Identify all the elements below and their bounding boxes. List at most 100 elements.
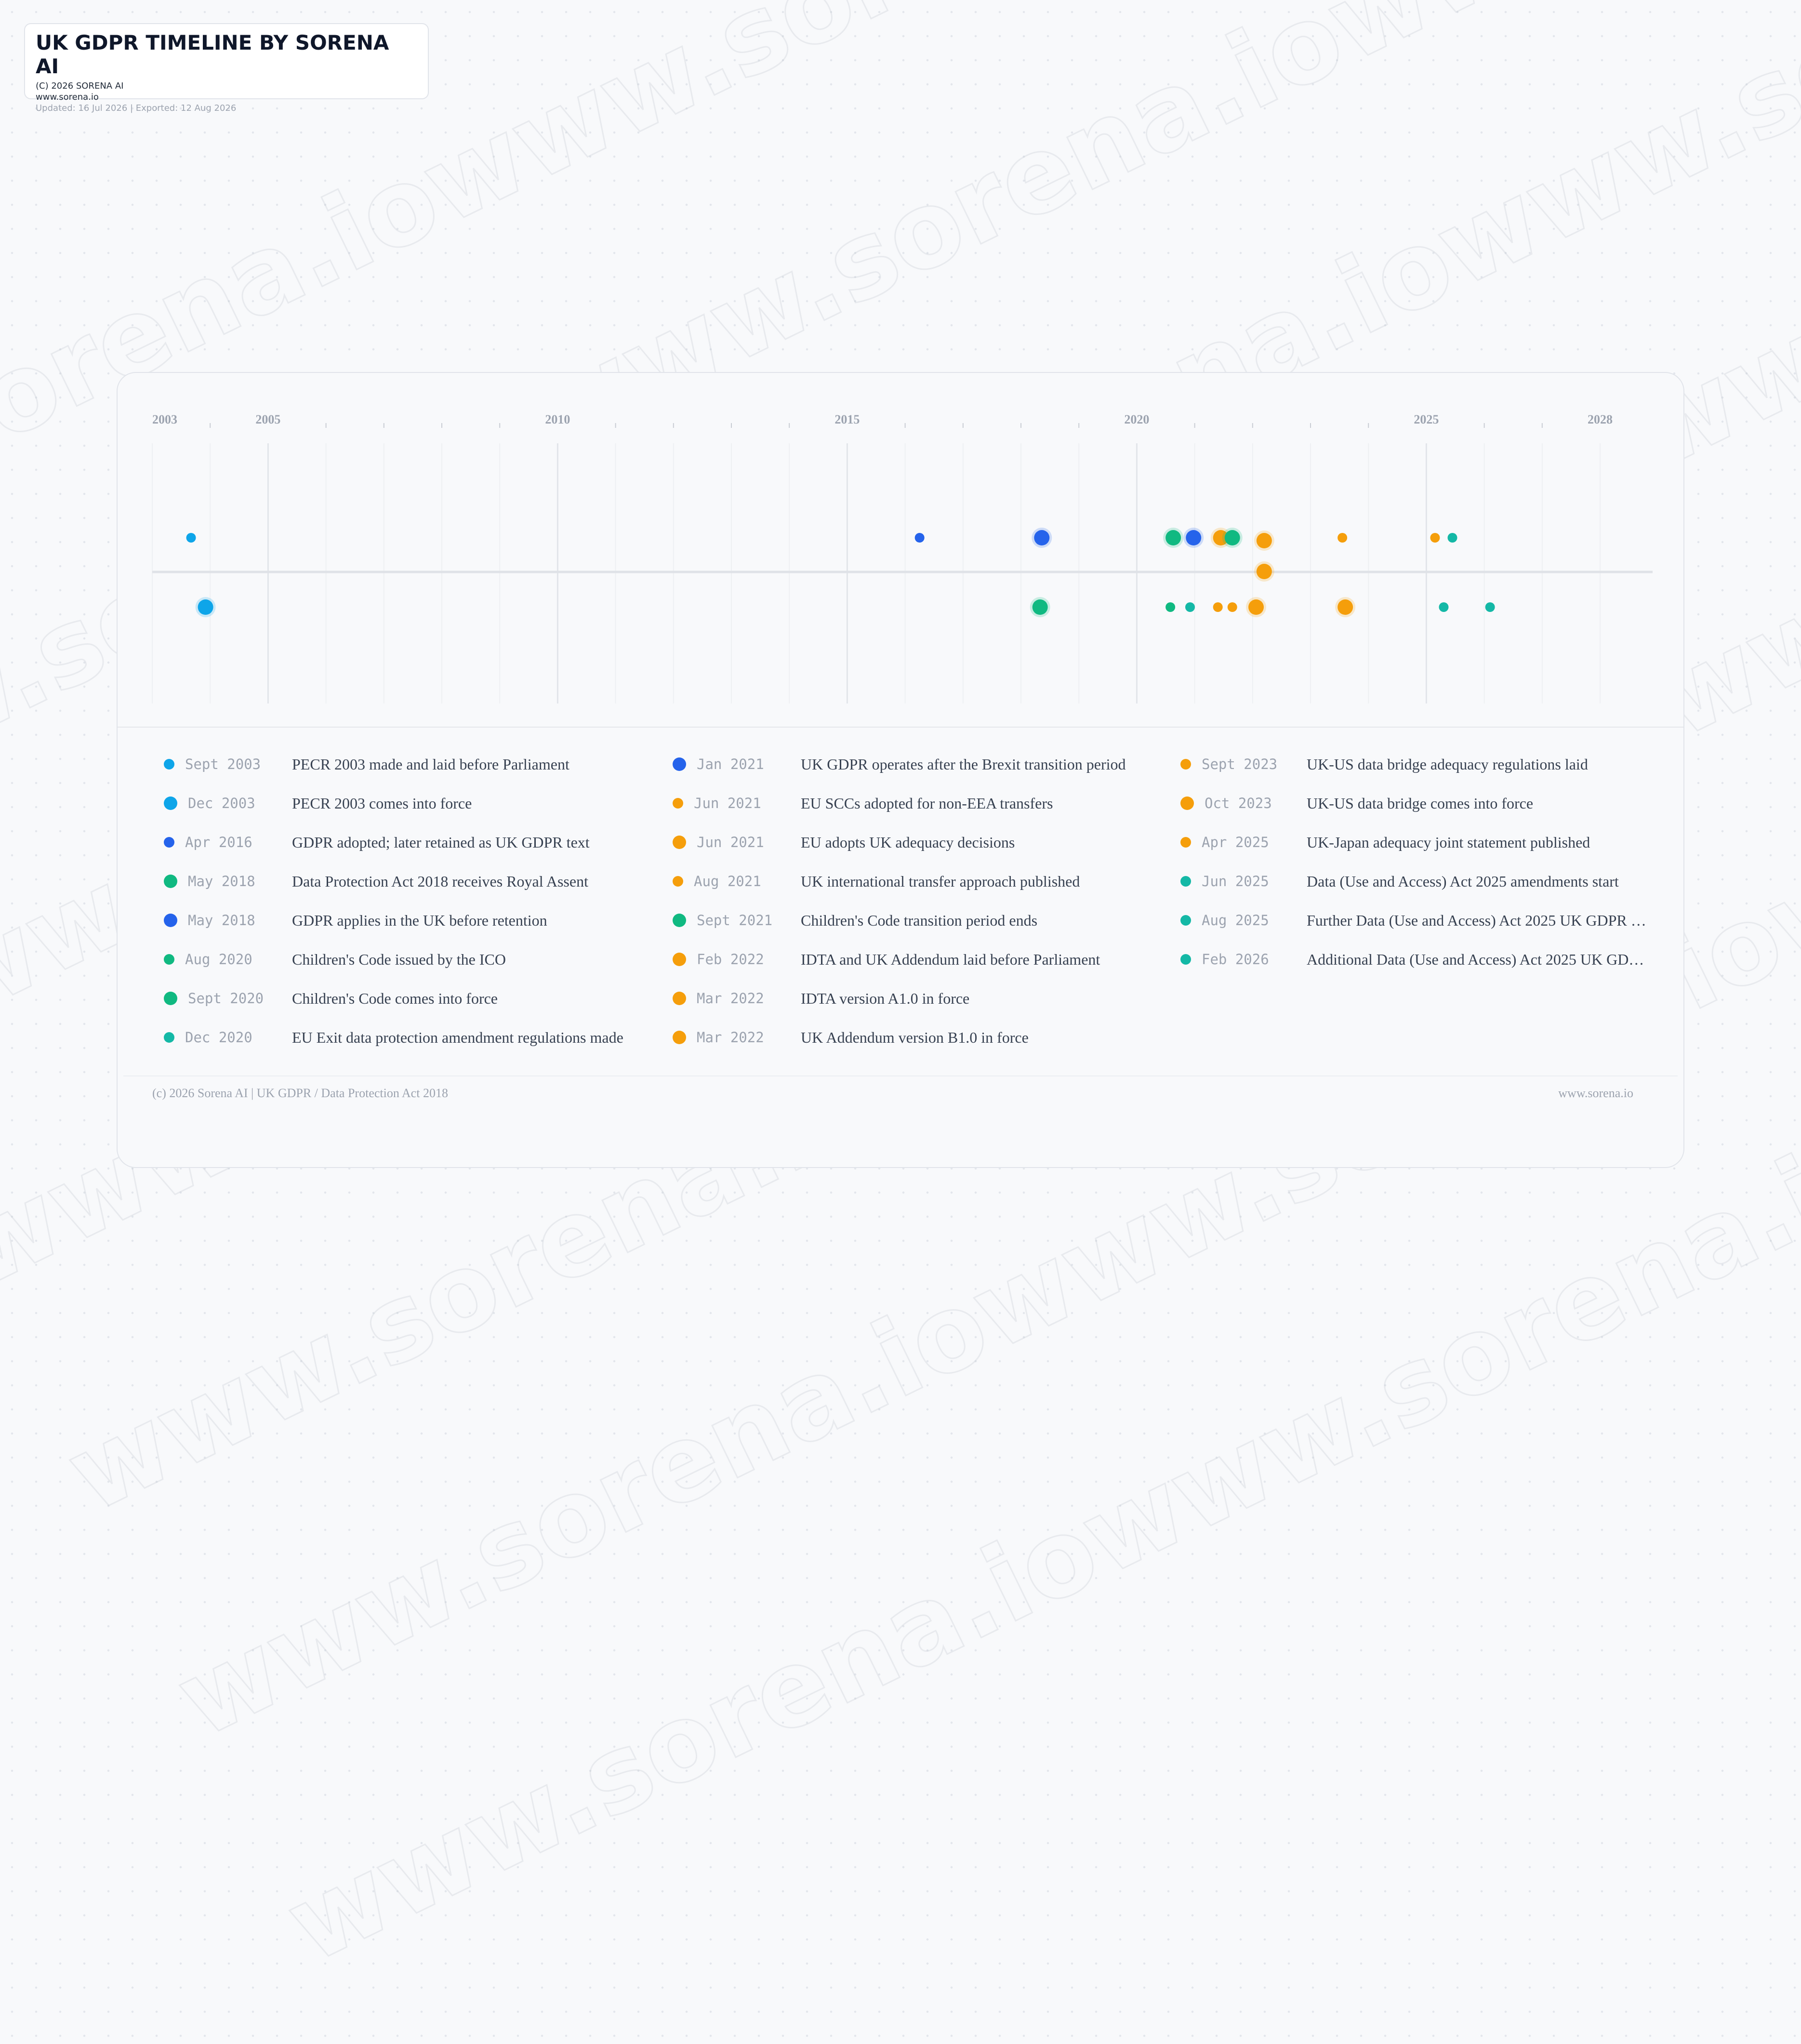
legend-item: Apr 2025: [1180, 833, 1269, 852]
legend-date: May 2018: [188, 912, 255, 929]
legend-dot: [673, 798, 683, 809]
legend-dot: [1180, 876, 1191, 887]
legend-date: Aug 2020: [185, 951, 252, 968]
legend-item: Jun 2025: [1180, 872, 1269, 891]
legend-event-text: PECR 2003 comes into force: [292, 795, 472, 812]
legend-item: Dec 2003: [164, 794, 255, 813]
legend-item: Mar 2022: [673, 1028, 764, 1047]
legend-date: Sept 2021: [697, 912, 773, 929]
legend-dot: [673, 1031, 686, 1044]
event-dot: [1034, 530, 1050, 545]
legend-item: Sept 2020: [164, 989, 264, 1008]
legend-date: Sept 2003: [185, 756, 261, 772]
legend-event-text: Children's Code transition period ends: [801, 912, 1038, 929]
legend-event-text: Data Protection Act 2018 receives Royal …: [292, 873, 588, 890]
legend-dot: [1180, 796, 1194, 810]
legend-date: Aug 2021: [694, 873, 761, 889]
legend-date: Sept 2023: [1202, 756, 1278, 772]
legend-dot: [164, 914, 177, 927]
event-dot: [1186, 530, 1202, 545]
legend-event-text: Data (Use and Access) Act 2025 amendment…: [1307, 873, 1619, 890]
legend-date: Jun 2021: [697, 834, 764, 850]
legend-dot: [673, 757, 686, 771]
legend-item: Apr 2016: [164, 833, 252, 852]
legend-date: Dec 2003: [188, 795, 255, 811]
legend-event-text: IDTA version A1.0 in force: [801, 990, 970, 1007]
footer-website-link[interactable]: www.sorena.io: [1558, 1086, 1633, 1100]
axis-year-label: 2020: [1124, 412, 1149, 426]
legend-item: Jan 2021: [673, 755, 764, 774]
legend-item: Aug 2025: [1180, 911, 1269, 930]
legend-event-text: Additional Data (Use and Access) Act 202…: [1307, 951, 1649, 968]
legend-event-text: GDPR adopted; later retained as UK GDPR …: [292, 834, 590, 851]
axis-year-label: 2028: [1588, 412, 1613, 426]
event-dot: [1165, 602, 1176, 612]
event-dot: [1213, 602, 1223, 612]
page-title: UK GDPR TIMELINE BY SORENA AI: [36, 31, 389, 78]
footer-copyright: (c) 2026 Sorena AI | UK GDPR / Data Prot…: [152, 1086, 448, 1100]
legend-item: Sept 2021: [673, 911, 772, 930]
legend-item: Feb 2022: [673, 950, 764, 969]
legend-item: Dec 2020: [164, 1028, 252, 1047]
legend-dot: [164, 992, 177, 1005]
legend-event-text: Children's Code comes into force: [292, 990, 498, 1007]
legend-item: Jun 2021: [673, 833, 764, 852]
legend-item: Aug 2021: [673, 872, 761, 891]
event-dot: [1256, 533, 1272, 548]
legend-event-text: GDPR applies in the UK before retention: [292, 912, 547, 929]
legend-dot: [1180, 759, 1191, 770]
website-link[interactable]: www.sorena.io: [36, 92, 99, 102]
legend-date: Mar 2022: [697, 990, 764, 1007]
legend-event-text: IDTA and UK Addendum laid before Parliam…: [801, 951, 1100, 968]
header-card: UK GDPR TIMELINE BY SORENA AI (C) 2026 S…: [24, 23, 429, 113]
legend-dot: [1180, 837, 1191, 848]
event-dot: [914, 533, 925, 543]
legend-item: Jun 2021: [673, 794, 761, 813]
legend-date: Jun 2025: [1202, 873, 1269, 889]
axis-year-label: 2003: [152, 412, 177, 426]
event-dot: [186, 533, 196, 543]
legend-event-text: PECR 2003 made and laid before Parliamen…: [292, 756, 569, 773]
event-dot: [1485, 602, 1495, 612]
axis-year-label: 2005: [255, 412, 280, 426]
legend-event-text: UK-Japan adequacy joint statement publis…: [1307, 834, 1590, 851]
legend-dot: [164, 875, 177, 888]
legend-item: May 2018: [164, 872, 255, 891]
legend-date: Sept 2020: [188, 990, 264, 1007]
footer-divider: [123, 1075, 1678, 1076]
legend-dot: [1180, 954, 1191, 965]
event-dot: [1256, 564, 1272, 579]
legend-event-text: EU Exit data protection amendment regula…: [292, 1029, 623, 1046]
event-dot: [1224, 530, 1240, 545]
updated-exported-meta: Updated: 16 Jul 2026 | Exported: 12 Aug …: [36, 103, 237, 113]
legend-event-text: Children's Code issued by the ICO: [292, 951, 506, 968]
axis-year-label: 2010: [545, 412, 570, 426]
legend-item: Aug 2020: [164, 950, 252, 969]
panel-divider: [118, 727, 1683, 728]
timeline-chart: 2003 2005 2010 2015 2020 2025 2028: [152, 412, 1653, 703]
legend-dot: [164, 759, 174, 770]
event-dot: [1227, 602, 1237, 612]
legend-date: Dec 2020: [185, 1029, 252, 1046]
event-dot: [1185, 602, 1195, 612]
legend-date: Apr 2025: [1202, 834, 1269, 850]
legend-date: Oct 2023: [1205, 795, 1272, 811]
legend-item: Mar 2022: [673, 989, 764, 1008]
legend-date: Aug 2025: [1202, 912, 1269, 929]
legend-event-text: Further Data (Use and Access) Act 2025 U…: [1307, 912, 1649, 929]
legend-event-text: EU adopts UK adequacy decisions: [801, 834, 1015, 851]
legend-dot: [164, 954, 174, 965]
legend-event-text: UK GDPR operates after the Brexit transi…: [801, 756, 1126, 773]
legend-dot: [164, 1032, 174, 1043]
legend-item: Sept 2023: [1180, 755, 1277, 774]
legend-item: Oct 2023: [1180, 794, 1272, 813]
legend-event-text: UK international transfer approach publi…: [801, 873, 1080, 890]
legend-event-text: UK-US data bridge comes into force: [1307, 795, 1534, 812]
event-dot: [1338, 533, 1348, 543]
legend-event-text: EU SCCs adopted for non-EEA transfers: [801, 795, 1053, 812]
copyright-text: (C) 2026 SORENA AI: [36, 81, 124, 91]
legend-item: May 2018: [164, 911, 255, 930]
legend-event-text: UK-US data bridge adequacy regulations l…: [1307, 756, 1588, 773]
legend-date: Mar 2022: [697, 1029, 764, 1046]
legend-date: Jan 2021: [697, 756, 764, 772]
